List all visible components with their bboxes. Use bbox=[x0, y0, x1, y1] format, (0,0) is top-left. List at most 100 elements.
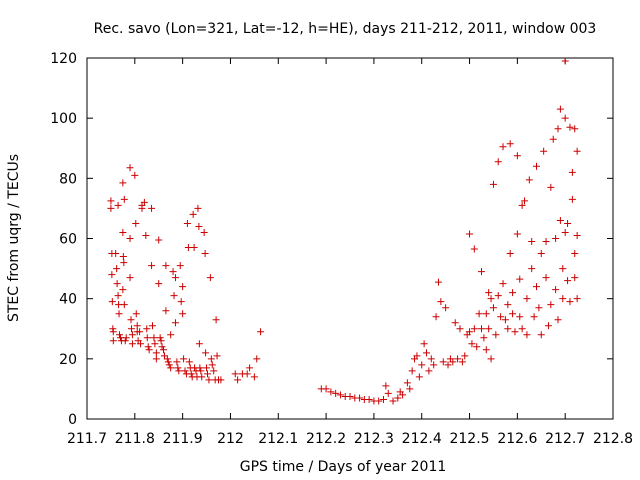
data-point bbox=[336, 391, 344, 399]
data-point bbox=[257, 328, 265, 336]
data-point bbox=[327, 388, 335, 396]
data-point bbox=[516, 313, 524, 321]
data-point bbox=[499, 280, 507, 288]
data-point bbox=[434, 278, 442, 286]
data-point bbox=[176, 262, 184, 270]
data-point bbox=[155, 280, 163, 288]
data-point bbox=[499, 143, 507, 151]
data-point bbox=[461, 352, 469, 360]
data-point bbox=[200, 228, 208, 236]
x-axis-label: GPS time / Days of year 2011 bbox=[240, 459, 447, 475]
data-point bbox=[549, 135, 557, 143]
data-point bbox=[167, 331, 175, 339]
data-point bbox=[119, 253, 127, 261]
data-point bbox=[142, 231, 150, 239]
data-point bbox=[210, 367, 218, 375]
data-point bbox=[566, 298, 574, 306]
data-point bbox=[194, 204, 202, 212]
x-tick-label: 212.6 bbox=[497, 431, 537, 447]
data-point bbox=[150, 334, 158, 342]
data-point bbox=[466, 230, 474, 238]
y-tick-label: 20 bbox=[59, 352, 77, 368]
data-point bbox=[164, 358, 172, 366]
data-point bbox=[564, 277, 572, 285]
data-point bbox=[482, 310, 490, 318]
data-point bbox=[451, 319, 459, 327]
data-point bbox=[470, 325, 478, 333]
data-point bbox=[537, 331, 545, 339]
data-point bbox=[120, 301, 128, 309]
y-tick-label: 120 bbox=[50, 51, 77, 67]
data-point bbox=[544, 322, 552, 330]
data-point bbox=[480, 334, 488, 342]
data-point bbox=[107, 197, 115, 205]
data-point bbox=[253, 355, 261, 363]
data-point bbox=[394, 394, 402, 402]
data-point bbox=[180, 355, 188, 363]
data-point bbox=[523, 331, 531, 339]
data-point bbox=[201, 250, 209, 258]
data-point bbox=[113, 265, 121, 273]
data-point bbox=[497, 313, 505, 321]
data-point bbox=[177, 298, 185, 306]
data-point bbox=[494, 158, 502, 166]
x-tick-label: 211.9 bbox=[163, 431, 203, 447]
data-point bbox=[160, 346, 168, 354]
y-axis-label: STEC from uqrg / TECUs bbox=[6, 154, 22, 322]
data-point bbox=[121, 337, 129, 345]
data-point bbox=[208, 361, 216, 369]
data-point bbox=[487, 295, 495, 303]
data-point bbox=[246, 364, 254, 372]
data-point bbox=[122, 334, 130, 342]
data-point bbox=[158, 343, 166, 351]
data-point bbox=[183, 219, 191, 227]
data-point bbox=[195, 340, 203, 348]
data-point bbox=[206, 274, 214, 282]
data-point bbox=[163, 355, 171, 363]
data-point bbox=[432, 313, 440, 321]
data-point bbox=[127, 325, 135, 333]
data-point bbox=[478, 325, 485, 333]
data-point bbox=[406, 385, 414, 393]
data-point bbox=[535, 304, 543, 312]
data-point bbox=[528, 238, 536, 246]
data-point bbox=[513, 152, 521, 160]
data-point bbox=[540, 147, 548, 155]
data-point bbox=[250, 373, 258, 381]
data-point bbox=[109, 337, 117, 345]
data-point bbox=[561, 114, 569, 122]
data-point bbox=[115, 310, 123, 318]
data-point bbox=[243, 370, 251, 378]
data-point bbox=[108, 298, 116, 306]
data-point bbox=[537, 250, 545, 258]
data-point bbox=[181, 367, 189, 375]
data-point bbox=[504, 301, 512, 309]
data-point bbox=[489, 180, 497, 188]
data-point bbox=[157, 337, 165, 345]
data-point bbox=[185, 358, 193, 366]
x-tick-label: 212.7 bbox=[545, 431, 585, 447]
data-point bbox=[234, 376, 242, 384]
data-point bbox=[113, 280, 121, 288]
x-tick-label: 212.5 bbox=[449, 431, 489, 447]
data-point bbox=[425, 367, 433, 375]
x-tick-label: 212 bbox=[217, 431, 244, 447]
data-point bbox=[506, 250, 514, 258]
data-point bbox=[148, 262, 156, 270]
data-point bbox=[523, 295, 531, 303]
data-point bbox=[137, 340, 145, 348]
data-point bbox=[119, 179, 127, 187]
data-point bbox=[482, 346, 490, 354]
data-point bbox=[568, 168, 576, 176]
data-point bbox=[413, 352, 421, 360]
data-point bbox=[140, 198, 148, 206]
data-point bbox=[171, 274, 179, 282]
data-point bbox=[138, 204, 146, 212]
data-point bbox=[175, 367, 183, 375]
data-point bbox=[525, 176, 533, 184]
data-point bbox=[559, 295, 567, 303]
data-point bbox=[468, 340, 476, 348]
data-point bbox=[128, 331, 136, 339]
data-point bbox=[116, 331, 124, 339]
data-point bbox=[198, 373, 206, 381]
